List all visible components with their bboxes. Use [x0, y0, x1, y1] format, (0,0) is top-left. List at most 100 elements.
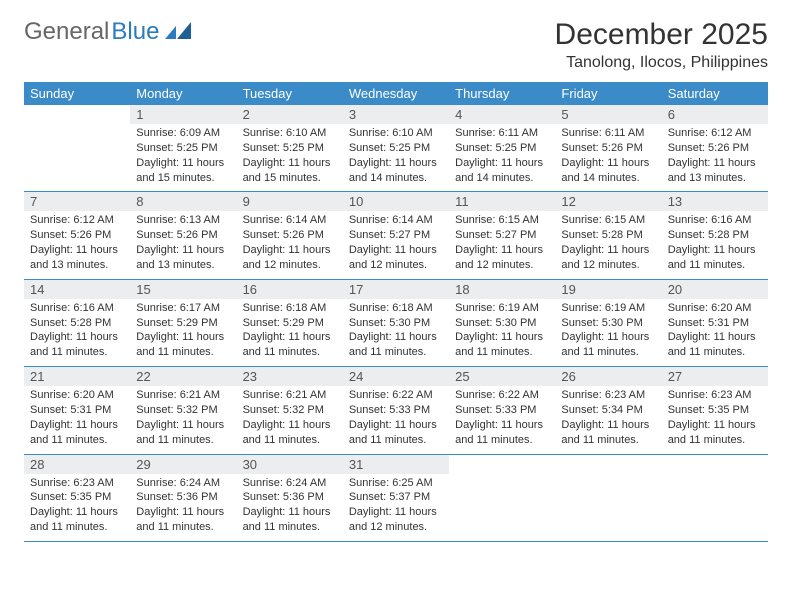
sunrise-text: Sunrise: 6:15 AM	[561, 213, 655, 228]
day-number: 31	[343, 455, 449, 474]
day-number: 15	[130, 280, 236, 299]
calendar-page: GeneralBlue December 2025 Tanolong, Iloc…	[0, 0, 792, 560]
sunrise-text: Sunrise: 6:17 AM	[136, 301, 230, 316]
calendar-cell	[662, 454, 768, 541]
calendar-cell: 10Sunrise: 6:14 AMSunset: 5:27 PMDayligh…	[343, 192, 449, 279]
day-body: Sunrise: 6:19 AMSunset: 5:30 PMDaylight:…	[555, 299, 661, 366]
day-number: 1	[130, 105, 236, 124]
calendar-cell: 14Sunrise: 6:16 AMSunset: 5:28 PMDayligh…	[24, 279, 130, 366]
calendar-cell: 23Sunrise: 6:21 AMSunset: 5:32 PMDayligh…	[237, 367, 343, 454]
calendar-cell: 21Sunrise: 6:20 AMSunset: 5:31 PMDayligh…	[24, 367, 130, 454]
sunset-text: Sunset: 5:25 PM	[349, 141, 443, 156]
weekday-header: Monday	[130, 82, 236, 105]
sunset-text: Sunset: 5:36 PM	[136, 490, 230, 505]
daylight-text: Daylight: 11 hours and 11 minutes.	[30, 330, 124, 360]
sunrise-text: Sunrise: 6:12 AM	[30, 213, 124, 228]
day-body	[24, 124, 130, 182]
day-number: 28	[24, 455, 130, 474]
day-number: 5	[555, 105, 661, 124]
sunrise-text: Sunrise: 6:10 AM	[349, 126, 443, 141]
calendar-week: 21Sunrise: 6:20 AMSunset: 5:31 PMDayligh…	[24, 367, 768, 454]
header: GeneralBlue December 2025 Tanolong, Iloc…	[24, 18, 768, 72]
calendar-cell	[555, 454, 661, 541]
calendar-cell: 8Sunrise: 6:13 AMSunset: 5:26 PMDaylight…	[130, 192, 236, 279]
brand-part2: Blue	[111, 18, 159, 46]
sunrise-text: Sunrise: 6:16 AM	[668, 213, 762, 228]
daylight-text: Daylight: 11 hours and 12 minutes.	[561, 243, 655, 273]
day-body: Sunrise: 6:17 AMSunset: 5:29 PMDaylight:…	[130, 299, 236, 366]
calendar-cell: 15Sunrise: 6:17 AMSunset: 5:29 PMDayligh…	[130, 279, 236, 366]
calendar-cell: 16Sunrise: 6:18 AMSunset: 5:29 PMDayligh…	[237, 279, 343, 366]
calendar-head: SundayMondayTuesdayWednesdayThursdayFrid…	[24, 82, 768, 105]
sunrise-text: Sunrise: 6:11 AM	[561, 126, 655, 141]
calendar-cell: 18Sunrise: 6:19 AMSunset: 5:30 PMDayligh…	[449, 279, 555, 366]
day-number	[662, 455, 768, 474]
sunset-text: Sunset: 5:33 PM	[455, 403, 549, 418]
day-number: 3	[343, 105, 449, 124]
daylight-text: Daylight: 11 hours and 11 minutes.	[30, 505, 124, 535]
day-number: 9	[237, 192, 343, 211]
sunrise-text: Sunrise: 6:18 AM	[349, 301, 443, 316]
calendar-week: 14Sunrise: 6:16 AMSunset: 5:28 PMDayligh…	[24, 279, 768, 366]
sunrise-text: Sunrise: 6:12 AM	[668, 126, 762, 141]
daylight-text: Daylight: 11 hours and 11 minutes.	[455, 418, 549, 448]
calendar-week: 7Sunrise: 6:12 AMSunset: 5:26 PMDaylight…	[24, 192, 768, 279]
daylight-text: Daylight: 11 hours and 13 minutes.	[30, 243, 124, 273]
calendar-cell	[449, 454, 555, 541]
day-number: 13	[662, 192, 768, 211]
sunrise-text: Sunrise: 6:21 AM	[136, 388, 230, 403]
sunset-text: Sunset: 5:30 PM	[455, 316, 549, 331]
day-number	[555, 455, 661, 474]
day-body: Sunrise: 6:22 AMSunset: 5:33 PMDaylight:…	[343, 386, 449, 453]
sunrise-text: Sunrise: 6:25 AM	[349, 476, 443, 491]
sunrise-text: Sunrise: 6:24 AM	[136, 476, 230, 491]
calendar-cell: 24Sunrise: 6:22 AMSunset: 5:33 PMDayligh…	[343, 367, 449, 454]
calendar-cell: 25Sunrise: 6:22 AMSunset: 5:33 PMDayligh…	[449, 367, 555, 454]
daylight-text: Daylight: 11 hours and 15 minutes.	[243, 156, 337, 186]
calendar-cell: 4Sunrise: 6:11 AMSunset: 5:25 PMDaylight…	[449, 105, 555, 192]
day-body: Sunrise: 6:24 AMSunset: 5:36 PMDaylight:…	[237, 474, 343, 541]
day-body: Sunrise: 6:15 AMSunset: 5:27 PMDaylight:…	[449, 211, 555, 278]
calendar-cell: 7Sunrise: 6:12 AMSunset: 5:26 PMDaylight…	[24, 192, 130, 279]
day-body: Sunrise: 6:11 AMSunset: 5:26 PMDaylight:…	[555, 124, 661, 191]
daylight-text: Daylight: 11 hours and 12 minutes.	[349, 505, 443, 535]
daylight-text: Daylight: 11 hours and 14 minutes.	[455, 156, 549, 186]
sunset-text: Sunset: 5:34 PM	[561, 403, 655, 418]
day-number: 2	[237, 105, 343, 124]
calendar-cell: 22Sunrise: 6:21 AMSunset: 5:32 PMDayligh…	[130, 367, 236, 454]
sunrise-text: Sunrise: 6:09 AM	[136, 126, 230, 141]
sunrise-text: Sunrise: 6:14 AM	[243, 213, 337, 228]
day-number: 12	[555, 192, 661, 211]
sunset-text: Sunset: 5:32 PM	[136, 403, 230, 418]
weekday-header: Sunday	[24, 82, 130, 105]
sunset-text: Sunset: 5:27 PM	[349, 228, 443, 243]
daylight-text: Daylight: 11 hours and 11 minutes.	[136, 505, 230, 535]
day-body: Sunrise: 6:10 AMSunset: 5:25 PMDaylight:…	[343, 124, 449, 191]
day-body: Sunrise: 6:24 AMSunset: 5:36 PMDaylight:…	[130, 474, 236, 541]
sunrise-text: Sunrise: 6:22 AM	[455, 388, 549, 403]
sunset-text: Sunset: 5:35 PM	[668, 403, 762, 418]
day-body: Sunrise: 6:11 AMSunset: 5:25 PMDaylight:…	[449, 124, 555, 191]
day-number: 16	[237, 280, 343, 299]
sunset-text: Sunset: 5:31 PM	[668, 316, 762, 331]
sunrise-text: Sunrise: 6:10 AM	[243, 126, 337, 141]
sunrise-text: Sunrise: 6:15 AM	[455, 213, 549, 228]
sunrise-text: Sunrise: 6:21 AM	[243, 388, 337, 403]
calendar-cell: 1Sunrise: 6:09 AMSunset: 5:25 PMDaylight…	[130, 105, 236, 192]
sunset-text: Sunset: 5:28 PM	[30, 316, 124, 331]
day-body: Sunrise: 6:23 AMSunset: 5:35 PMDaylight:…	[662, 386, 768, 453]
sunset-text: Sunset: 5:29 PM	[136, 316, 230, 331]
calendar-cell: 31Sunrise: 6:25 AMSunset: 5:37 PMDayligh…	[343, 454, 449, 541]
calendar-cell: 12Sunrise: 6:15 AMSunset: 5:28 PMDayligh…	[555, 192, 661, 279]
daylight-text: Daylight: 11 hours and 12 minutes.	[349, 243, 443, 273]
day-body: Sunrise: 6:20 AMSunset: 5:31 PMDaylight:…	[24, 386, 130, 453]
day-body: Sunrise: 6:14 AMSunset: 5:27 PMDaylight:…	[343, 211, 449, 278]
sunrise-text: Sunrise: 6:14 AM	[349, 213, 443, 228]
day-body: Sunrise: 6:18 AMSunset: 5:30 PMDaylight:…	[343, 299, 449, 366]
day-number: 10	[343, 192, 449, 211]
sunrise-text: Sunrise: 6:23 AM	[30, 476, 124, 491]
daylight-text: Daylight: 11 hours and 14 minutes.	[561, 156, 655, 186]
day-body: Sunrise: 6:23 AMSunset: 5:34 PMDaylight:…	[555, 386, 661, 453]
day-number: 8	[130, 192, 236, 211]
sunset-text: Sunset: 5:28 PM	[668, 228, 762, 243]
